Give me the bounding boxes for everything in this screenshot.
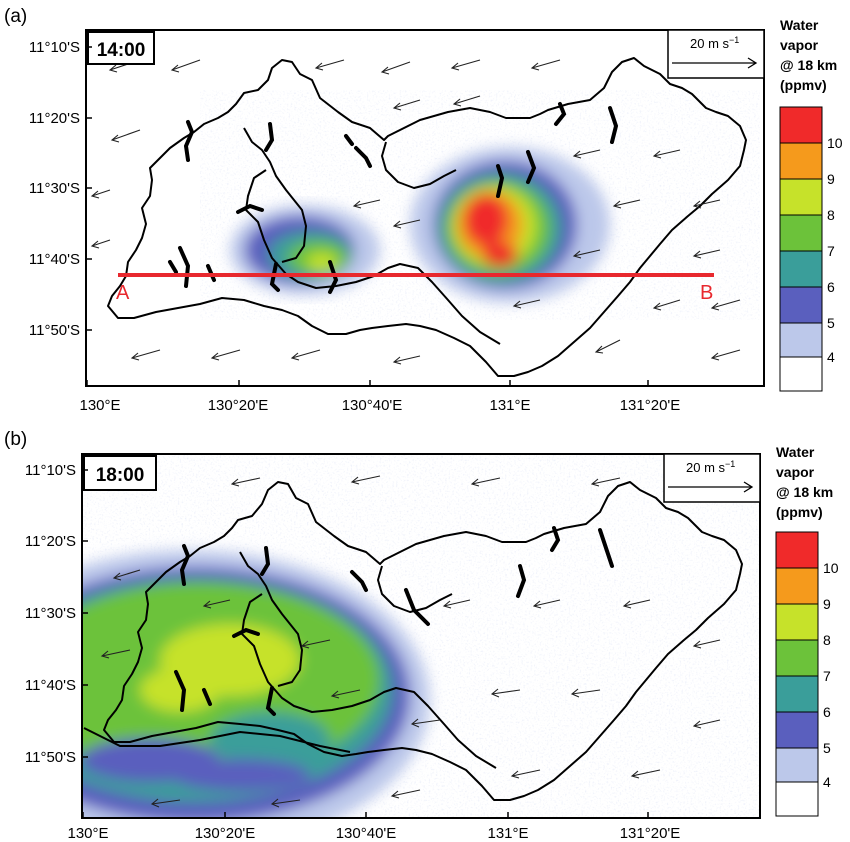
- lat-tick: 11°40'S: [29, 251, 80, 268]
- legend-a: Water vapor @ 18 km (ppmv) 10 9 8 7: [779, 17, 843, 392]
- lat-tick: 11°10'S: [29, 39, 80, 56]
- legend-level: 4: [823, 774, 831, 790]
- scale-label-a: 20 m s−1: [690, 35, 739, 51]
- panel-b-tag: (b): [4, 429, 27, 450]
- legend-swatch: [775, 711, 819, 749]
- svg-text:(ppmv): (ppmv): [780, 77, 827, 93]
- lon-tick: 130°E: [67, 825, 108, 842]
- lat-tick: 11°50'S: [25, 749, 76, 766]
- scale-arrow-a: [672, 57, 758, 69]
- legend-swatch: [779, 250, 823, 288]
- legend-swatch: [775, 531, 819, 569]
- lon-tick: 130°20'E: [195, 825, 256, 842]
- legend-title-a: Water vapor @ 18 km (ppmv): [780, 17, 837, 93]
- time-box-a: [87, 31, 155, 65]
- panel-a: (a): [4, 6, 843, 414]
- coastline-a: [107, 57, 747, 377]
- legend-swatches-b: [775, 531, 819, 817]
- lat-axis-a: 11°10'S 11°20'S 11°30'S 11°40'S 11°50'S: [29, 39, 80, 339]
- legend-level: 5: [823, 740, 831, 756]
- legend-swatch: [779, 142, 823, 180]
- coastline-b: [83, 481, 743, 801]
- legend-swatch: [775, 747, 819, 783]
- legend-swatch: [779, 214, 823, 252]
- panel-b-frame: [81, 453, 761, 819]
- legend-level: 8: [827, 207, 835, 223]
- lat-axis-b: 11°10'S 11°20'S 11°30'S 11°40'S 11°50'S: [25, 462, 76, 766]
- legend-level: 5: [827, 315, 835, 331]
- lon-tick: 131°20'E: [620, 825, 681, 842]
- lon-tick: 130°20'E: [208, 397, 269, 414]
- legend-level: 8: [823, 632, 831, 648]
- svg-text:@ 18 km: @ 18 km: [776, 484, 833, 500]
- legend-level: 4: [827, 349, 835, 365]
- legend-swatches-a: [779, 106, 823, 392]
- svg-text:vapor: vapor: [776, 464, 815, 480]
- scale-label-b: 20 m s−1: [686, 459, 735, 475]
- panel-b-map: [82, 454, 760, 818]
- legend-level: 9: [827, 171, 835, 187]
- legend-swatch: [779, 356, 823, 392]
- legend-swatch: [775, 675, 819, 713]
- lon-tick: 130°40'E: [336, 825, 397, 842]
- rivers-b: [174, 526, 614, 716]
- lat-tick: 11°10'S: [25, 462, 76, 479]
- section-start-label: A: [116, 282, 130, 304]
- lat-tick: 11°20'S: [29, 110, 80, 127]
- legend-swatch: [779, 286, 823, 324]
- svg-text:Water: Water: [780, 17, 819, 33]
- svg-text:Water: Water: [776, 444, 815, 460]
- rivers-a: [168, 102, 619, 294]
- lon-tick: 130°E: [79, 397, 120, 414]
- legend-level: 9: [823, 596, 831, 612]
- svg-text:(ppmv): (ppmv): [776, 504, 823, 520]
- scale-box-a: [667, 29, 765, 79]
- vapor-plume-east-a: [410, 147, 610, 303]
- legend-level: 10: [827, 135, 843, 151]
- lon-axis-b: 130°E 130°20'E 130°40'E 131°E 131°20'E: [67, 825, 680, 842]
- scale-box-b: [663, 453, 761, 503]
- scale-arrow-b: [668, 481, 754, 493]
- svg-text:vapor: vapor: [780, 37, 819, 53]
- lat-tick: 11°20'S: [25, 533, 76, 550]
- svg-text:@ 18 km: @ 18 km: [780, 57, 837, 73]
- lat-tick-marks-a: [86, 46, 649, 386]
- legend-level: 6: [827, 279, 835, 295]
- lat-tick: 11°30'S: [25, 605, 76, 622]
- legend-b: Water vapor @ 18 km (ppmv) 10 9 8 7: [775, 444, 839, 817]
- legend-swatch: [775, 603, 819, 641]
- legend-level: 7: [823, 668, 831, 684]
- tick-marks-b: [82, 469, 649, 818]
- time-label-a: 14:00: [97, 40, 146, 61]
- legend-level: 7: [827, 243, 835, 259]
- lon-tick: 130°40'E: [342, 397, 403, 414]
- legend-swatch: [775, 567, 819, 605]
- legend-swatch: [779, 178, 823, 216]
- panel-a-frame: [85, 29, 765, 387]
- panel-a-tag: (a): [4, 6, 27, 27]
- time-box-b: [83, 455, 157, 491]
- lat-tick: 11°40'S: [25, 677, 76, 694]
- lat-tick: 11°50'S: [29, 322, 80, 339]
- legend-level: 6: [823, 704, 831, 720]
- legend-swatch: [779, 322, 823, 358]
- legend-swatch: [775, 639, 819, 677]
- legend-swatch: [775, 781, 819, 817]
- wind-arrows-a: [90, 59, 741, 365]
- legend-level: 10: [823, 560, 839, 576]
- lon-tick: 131°20'E: [620, 397, 681, 414]
- lon-axis-a: 130°E 130°20'E 130°40'E 131°E 131°20'E: [79, 397, 680, 414]
- legend-levels-b: 10 9 8 7 6 5 4: [823, 560, 839, 790]
- legend-levels-a: 10 9 8 7 6 5 4: [827, 135, 843, 365]
- lat-tick: 11°30'S: [29, 180, 80, 197]
- lon-tick: 131°E: [489, 397, 530, 414]
- legend-title-b: Water vapor @ 18 km (ppmv): [776, 444, 833, 520]
- lon-tick: 131°E: [487, 825, 528, 842]
- panel-b: (b): [4, 429, 839, 842]
- legend-swatch: [779, 106, 823, 144]
- section-end-label: B: [700, 282, 713, 304]
- time-label-b: 18:00: [96, 465, 145, 486]
- panel-a-map: [86, 30, 764, 386]
